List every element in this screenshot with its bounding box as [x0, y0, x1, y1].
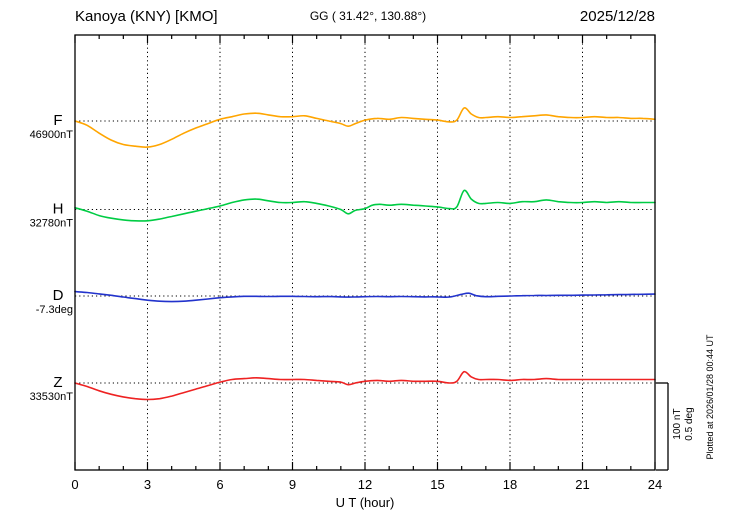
x-tick-label-0: 0: [71, 477, 78, 492]
trace-D: [74, 290, 656, 303]
component-letter-H: H: [53, 201, 64, 218]
x-tick-label-6: 6: [216, 477, 223, 492]
x-tick-label-9: 9: [289, 477, 296, 492]
grid-lines: [147, 35, 583, 470]
station-title: Kanoya (KNY) [KMO]: [75, 8, 218, 25]
component-baseline-value-H: 32780nT: [30, 218, 74, 230]
component-traces: [74, 107, 656, 401]
x-tick-label-24: 24: [648, 477, 662, 492]
trace-Z: [74, 370, 656, 401]
component-baseline-value-F: 46900nT: [30, 129, 74, 141]
x-tick-label-18: 18: [503, 477, 517, 492]
component-baseline-value-Z: 33530nT: [30, 391, 74, 403]
x-tick-label-3: 3: [144, 477, 151, 492]
x-tick-label-12: 12: [358, 477, 372, 492]
scale-label-deg: 0.5 deg: [684, 407, 695, 440]
component-letter-F: F: [53, 112, 62, 129]
scale-bracket: [656, 382, 669, 471]
trace-F: [74, 107, 656, 148]
baseline-dotted-lines: [75, 120, 668, 384]
trace-H: [74, 189, 656, 222]
component-baseline-value-D: -7.3deg: [36, 304, 73, 316]
component-letter-D: D: [53, 287, 64, 304]
x-tick-label-21: 21: [575, 477, 589, 492]
x-tick-label-15: 15: [430, 477, 444, 492]
x-axis-label: U T (hour): [336, 495, 395, 510]
geographic-coords: GG ( 31.42°, 130.88°): [310, 9, 426, 23]
axis-ticks: [74, 35, 656, 470]
scale-label-nt: 100 nT: [672, 408, 683, 439]
component-letter-Z: Z: [53, 374, 62, 391]
plot-border: [74, 34, 656, 471]
x-tick-labels: 0 3 6 9 12 15 18 21 24: [71, 477, 662, 492]
plotted-at-note: Plotted at 2026/01/28 00:44 UT: [705, 334, 715, 460]
plot-date: 2025/12/28: [580, 8, 655, 25]
